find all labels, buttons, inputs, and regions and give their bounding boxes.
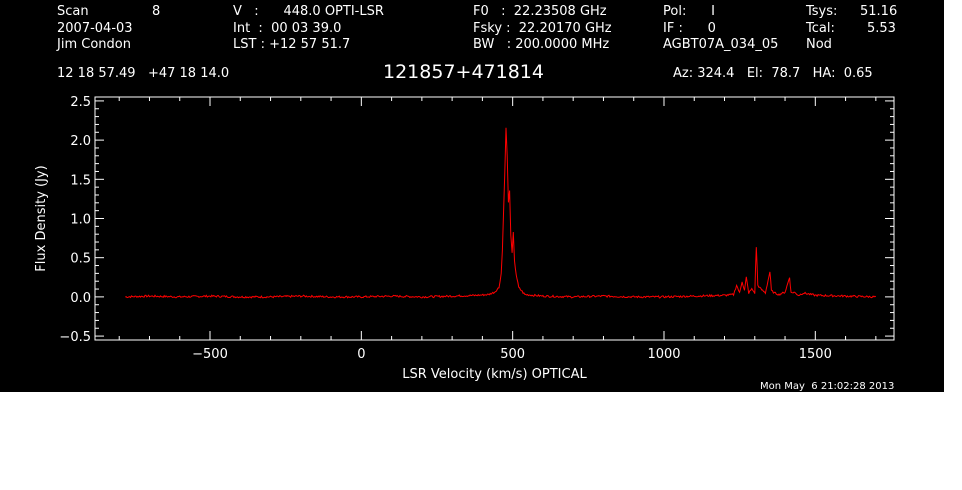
header-scan-label: Scan: [57, 4, 89, 19]
header-sky-frequency: Fsky : 22.20170 GHz: [473, 21, 612, 36]
y-tick-label: 0.0: [70, 291, 91, 306]
spectrum-chart: −500 0 500 1000 1500 −0.5 0.0 0.5 1.0 1.5 2.0 2.5 LS…: [34, 95, 895, 382]
header-date: 2007-04-03: [57, 21, 133, 36]
x-tick-label: 0: [357, 347, 365, 362]
x-tick-label: 1500: [799, 347, 832, 362]
y-tick-label: 1.0: [70, 213, 91, 228]
x-tick-label: 1000: [647, 347, 680, 362]
header-scan-number: 8: [152, 4, 161, 19]
plot-frame: [94, 96, 895, 341]
y-tick-label: 2.0: [70, 134, 91, 149]
header-if: IF : 0: [663, 21, 716, 36]
y-axis-label: Flux Density (Jy): [34, 165, 49, 271]
timestamp: Mon May 6 21:02:28 2013: [760, 381, 895, 392]
header-polarization: Pol: I: [663, 4, 715, 19]
header-tcal-label: Tcal:: [806, 21, 835, 36]
x-axis-label: LSR Velocity (km/s) OPTICAL: [402, 367, 587, 382]
header-velocity: V : 448.0 OPTI-LSR: [233, 4, 384, 19]
header-project: AGBT07A_034_05: [663, 37, 779, 52]
y-tick-label: −0.5: [59, 330, 91, 345]
header-procedure: Nod: [806, 37, 832, 52]
x-tick-label: −500: [192, 347, 228, 362]
header-lst: LST : +12 57 51.7: [233, 37, 351, 52]
plot-panel: [0, 0, 944, 392]
y-tick-label: 0.5: [70, 252, 91, 267]
header-rest-frequency: F0 : 22.23508 GHz: [473, 4, 607, 19]
header-integration: Int : 00 03 39.0: [233, 21, 342, 36]
y-tick-label: 1.5: [70, 173, 91, 188]
header-observer: Jim Condon: [57, 37, 131, 52]
spectrum-series-line-0: [125, 127, 877, 299]
y-tick-label: 2.5: [70, 95, 91, 110]
header-tcal-value: 5.53: [867, 21, 896, 36]
header-az-el-ha: Az: 324.4 El: 78.7 HA: 0.65: [673, 66, 873, 81]
header-coordinates: 12 18 57.49 +47 18 14.0: [57, 66, 230, 81]
header-tsys-value: 51.16: [860, 4, 898, 19]
header-source-name: 121857+471814: [383, 61, 544, 83]
x-tick-label: 500: [500, 347, 525, 362]
header-bandwidth: BW : 200.0000 MHz: [473, 37, 610, 52]
header-tsys-label: Tsys:: [806, 4, 838, 19]
